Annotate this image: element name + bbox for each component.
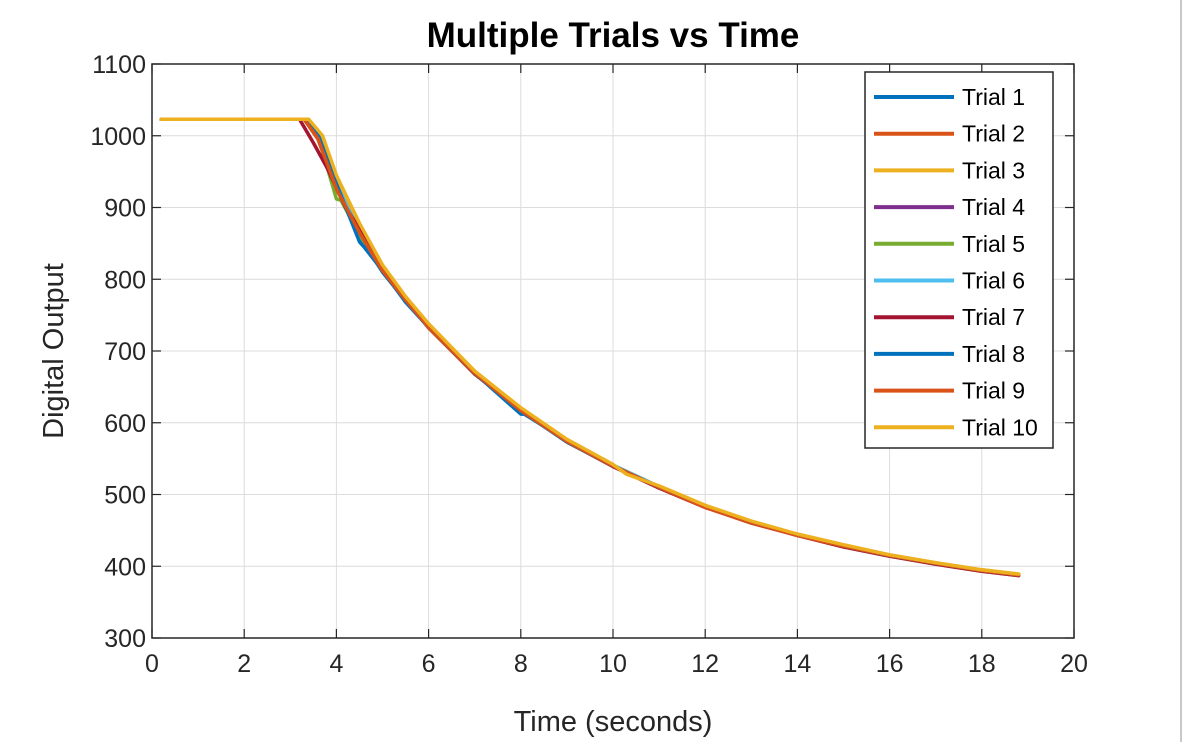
x-axis-title: Time (seconds) — [514, 706, 713, 738]
x-tick-label: 0 — [145, 650, 159, 678]
chart-title: Multiple Trials vs Time — [427, 16, 800, 55]
y-tick-label: 400 — [104, 553, 146, 581]
y-tick-label: 900 — [104, 195, 146, 223]
legend-label: Trial 4 — [962, 194, 1025, 220]
x-tick-label: 8 — [514, 650, 528, 678]
legend-label: Trial 8 — [962, 341, 1025, 367]
y-tick-label: 1000 — [90, 123, 146, 151]
legend: Trial 1 Trial 2 Trial 3 Trial 4 Trial 5 Trial… — [864, 71, 1054, 449]
x-tick-label: 4 — [329, 650, 343, 678]
y-tick-label: 700 — [104, 338, 146, 366]
legend-label: Trial 6 — [962, 268, 1025, 294]
x-tick-label: 6 — [422, 650, 436, 678]
y-axis-title: Digital Output — [38, 263, 70, 439]
series-lines — [159, 117, 1021, 578]
y-tick-label: 500 — [104, 482, 146, 510]
x-tick-label: 2 — [237, 650, 251, 678]
y-tick-label: 800 — [104, 266, 146, 294]
legend-label: Trial 1 — [962, 84, 1025, 110]
series-line-trial-10 — [159, 117, 1021, 576]
legend-label: Trial 9 — [962, 378, 1025, 404]
legend-label: Trial 10 — [962, 414, 1038, 440]
legend-label: Trial 5 — [962, 231, 1025, 257]
x-tick-label: 20 — [1060, 650, 1088, 678]
x-tick-label: 14 — [783, 650, 811, 678]
y-tick-label: 1100 — [92, 51, 146, 79]
legend-label: Trial 7 — [962, 304, 1025, 330]
y-tick-label: 300 — [104, 625, 146, 653]
legend-label: Trial 3 — [962, 157, 1025, 183]
x-tick-label: 18 — [968, 650, 996, 678]
legend-label: Trial 2 — [962, 121, 1025, 147]
x-tick-label: 10 — [599, 650, 627, 678]
x-tick-label: 16 — [876, 650, 904, 678]
axis-ticks: 0 2 4 6 8 10 12 14 16 18 20 300 400 500 600 700 800 900 10… — [90, 51, 1088, 678]
x-tick-label: 12 — [691, 650, 719, 678]
y-tick-label: 600 — [104, 410, 146, 438]
window-edge — [1180, 0, 1182, 742]
